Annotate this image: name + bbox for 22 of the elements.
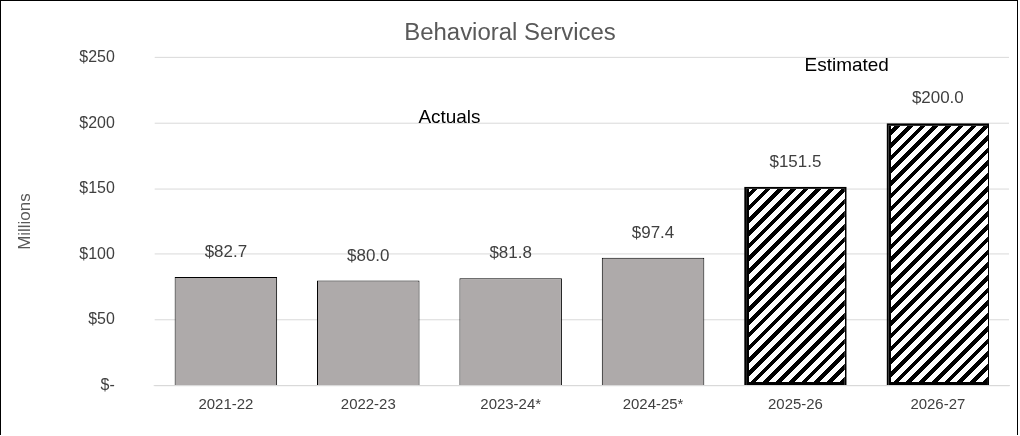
y-tick-label: $150	[79, 179, 115, 197]
data-label: $200.0	[911, 88, 964, 108]
x-tick-label: 2022-23	[340, 394, 396, 412]
y-tick-label: $-	[100, 375, 115, 393]
y-tick-label: $250	[79, 48, 115, 66]
data-label: $82.7	[204, 242, 248, 262]
data-label: $80.0	[347, 245, 390, 265]
y-axis-title: Millions	[14, 193, 34, 250]
y-tick-label: $50	[88, 310, 115, 328]
y-tick-label: $100	[79, 244, 115, 262]
annotation: Actuals	[418, 106, 481, 128]
data-label: $81.8	[489, 243, 532, 263]
data-label: $97.4	[631, 222, 675, 242]
annotation: Estimated	[804, 53, 889, 75]
x-tick-label: 2025-26	[767, 394, 823, 412]
x-tick-label: 2024-25*	[622, 394, 684, 412]
x-tick-label: 2021-22	[198, 394, 254, 412]
chart-title: Behavioral Services	[404, 17, 616, 45]
x-tick-label: 2026-27	[910, 394, 966, 412]
data-label: $151.5	[769, 151, 822, 171]
x-tick-label: 2023-24*	[480, 394, 542, 412]
y-tick-label: $200	[79, 113, 115, 131]
